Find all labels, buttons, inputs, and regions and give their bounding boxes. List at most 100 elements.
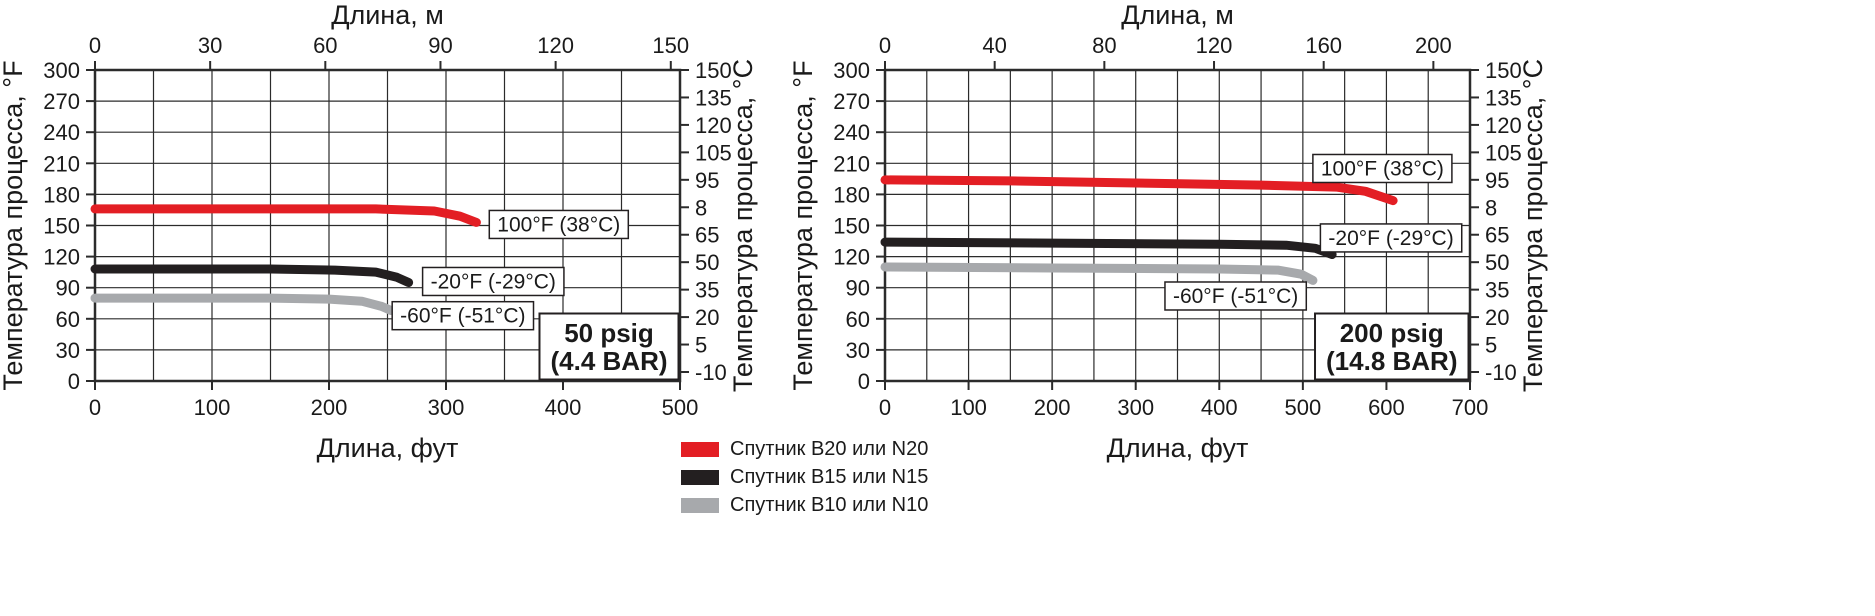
left-axis-tick-label: 240 bbox=[43, 120, 80, 145]
bottom-axis-tick-label: 200 bbox=[311, 395, 348, 420]
right-axis-tick-label: 105 bbox=[1485, 140, 1522, 165]
left-axis-tick-label: 120 bbox=[833, 245, 870, 270]
left-axis-tick-label: 150 bbox=[833, 214, 870, 239]
top-axis-title: Длина, м bbox=[1121, 0, 1234, 30]
pressure-box bbox=[1314, 312, 1470, 381]
left-axis-tick-label: 210 bbox=[43, 151, 80, 176]
left-axis-tick-label: 90 bbox=[846, 276, 870, 301]
right-axis-tick-label: -10 bbox=[695, 360, 727, 385]
bottom-axis-title: Длина, фут bbox=[1107, 433, 1249, 463]
top-axis-tick-label: 0 bbox=[89, 33, 101, 58]
top-axis-tick-label: 60 bbox=[313, 33, 337, 58]
top-axis-tick-label: 150 bbox=[652, 33, 689, 58]
bottom-axis-tick-label: 600 bbox=[1368, 395, 1405, 420]
right-axis-tick-label: 5 bbox=[695, 333, 707, 358]
bottom-axis-tick-label: 700 bbox=[1452, 395, 1489, 420]
bottom-axis-tick-label: 0 bbox=[89, 395, 101, 420]
right-axis-tick-label: 8 bbox=[695, 195, 707, 220]
left-axis-tick-label: 210 bbox=[833, 151, 870, 176]
pressure-box bbox=[538, 312, 680, 381]
bottom-axis-tick-label: 400 bbox=[1201, 395, 1238, 420]
top-axis-tick-label: 0 bbox=[879, 33, 891, 58]
left-axis-tick-label: 0 bbox=[858, 369, 870, 394]
pressure-label-line1: 50 psig bbox=[564, 318, 654, 348]
right-axis-tick-label: 135 bbox=[695, 85, 732, 110]
legend-swatch-gray bbox=[681, 498, 719, 513]
top-axis-tick-label: 40 bbox=[982, 33, 1006, 58]
right-axis-tick-label: 150 bbox=[1485, 58, 1522, 83]
right-axis-title: Температура процесса, °C bbox=[1518, 59, 1548, 392]
series-end-label: -20°F (-29°C) bbox=[431, 270, 556, 293]
bottom-axis-tick-label: 200 bbox=[1034, 395, 1071, 420]
left-axis-title: Температура процесса, °F bbox=[790, 60, 818, 390]
pressure-label-line2: (14.8 BAR) bbox=[1326, 346, 1457, 376]
right-axis-tick-label: 5 bbox=[1485, 333, 1497, 358]
right-axis-tick-label: 105 bbox=[695, 140, 732, 165]
series-end-label-box bbox=[421, 266, 565, 297]
bottom-axis-tick-label: 100 bbox=[194, 395, 231, 420]
bottom-axis-tick-label: 100 bbox=[950, 395, 987, 420]
right-axis-tick-label: 50 bbox=[1485, 250, 1509, 275]
left-axis-tick-label: 30 bbox=[846, 338, 870, 363]
pressure-label-line1: 200 psig bbox=[1340, 318, 1444, 348]
top-axis-tick-label: 120 bbox=[1196, 33, 1233, 58]
right-axis-tick-label: 95 bbox=[695, 168, 719, 193]
left-axis-tick-label: 300 bbox=[833, 58, 870, 83]
right-axis-tick-label: 20 bbox=[695, 305, 719, 330]
legend-label: Спутник B20 или N20 bbox=[730, 438, 929, 460]
left-axis-tick-label: 240 bbox=[833, 120, 870, 145]
right-axis-tick-label: 150 bbox=[695, 58, 732, 83]
legend-item-b15: Спутник B15 или N15 bbox=[681, 467, 928, 487]
series-line-gray bbox=[880, 262, 1318, 285]
left-axis-tick-label: 30 bbox=[56, 338, 80, 363]
right-axis-tick-label: 35 bbox=[1485, 278, 1509, 303]
right-axis-title: Температура процесса, °C bbox=[728, 59, 758, 392]
left-axis-tick-label: 270 bbox=[43, 89, 80, 114]
top-axis-tick-label: 90 bbox=[428, 33, 452, 58]
legend-item-b20: Спутник B20 или N20 bbox=[681, 438, 929, 460]
legend-label: Спутник B10 или N10 bbox=[730, 494, 929, 516]
legend-swatch-red bbox=[681, 442, 719, 457]
right-axis-tick-label: -10 bbox=[1485, 360, 1517, 385]
left-axis-tick-label: 90 bbox=[56, 276, 80, 301]
left-axis-tick-label: 60 bbox=[56, 307, 80, 332]
right-axis-tick-label: 135 bbox=[1485, 85, 1522, 110]
left-axis-tick-label: 120 bbox=[43, 245, 80, 270]
left-axis-tick-label: 0 bbox=[68, 369, 80, 394]
bottom-axis-tick-label: 0 bbox=[879, 395, 891, 420]
series-end-label: -60°F (-51°C) bbox=[1173, 285, 1298, 308]
series-end-label-box bbox=[391, 300, 535, 331]
bottom-axis-tick-label: 300 bbox=[428, 395, 465, 420]
series-line-gray bbox=[90, 293, 396, 315]
series-end-label: -20°F (-29°C) bbox=[1328, 227, 1453, 250]
right-axis-tick-label: 35 bbox=[695, 278, 719, 303]
series-line-black bbox=[90, 264, 414, 287]
bottom-axis-tick-label: 300 bbox=[1117, 395, 1154, 420]
legend: Спутник B20 или N20 Спутник B15 или N15 … bbox=[681, 438, 929, 524]
top-axis-tick-label: 120 bbox=[537, 33, 574, 58]
left-axis-tick-label: 150 bbox=[43, 214, 80, 239]
series-line-red bbox=[90, 204, 481, 227]
left-axis-tick-label: 180 bbox=[43, 182, 80, 207]
bottom-axis-tick-label: 500 bbox=[662, 395, 699, 420]
bottom-axis-tick-label: 400 bbox=[545, 395, 582, 420]
series-end-label-box bbox=[1319, 223, 1463, 253]
top-axis-tick-label: 80 bbox=[1092, 33, 1116, 58]
series-line-red bbox=[880, 175, 1398, 206]
top-axis-tick-label: 200 bbox=[1415, 33, 1452, 58]
series-end-label: 100°F (38°C) bbox=[497, 213, 620, 236]
right-axis-tick-label: 50 bbox=[695, 250, 719, 275]
right-axis-tick-label: 65 bbox=[1485, 223, 1509, 248]
series-end-label-box bbox=[1164, 281, 1308, 311]
legend-item-b10: Спутник B10 или N10 bbox=[681, 494, 929, 516]
top-axis-tick-label: 160 bbox=[1305, 33, 1342, 58]
top-axis-tick-label: 30 bbox=[198, 33, 222, 58]
right-axis-tick-label: 120 bbox=[695, 113, 732, 138]
right-axis-tick-label: 65 bbox=[695, 223, 719, 248]
bottom-axis-tick-label: 500 bbox=[1284, 395, 1321, 420]
series-line-black bbox=[880, 237, 1337, 259]
chart-200-psig: 100°F (38°C) -20°F (-29°C) -60°F (-51°C) 20… bbox=[790, 0, 1548, 463]
series-end-label-box bbox=[1312, 153, 1453, 184]
left-axis-tick-label: 300 bbox=[43, 58, 80, 83]
pressure-label-line2: (4.4 BAR) bbox=[550, 346, 667, 376]
